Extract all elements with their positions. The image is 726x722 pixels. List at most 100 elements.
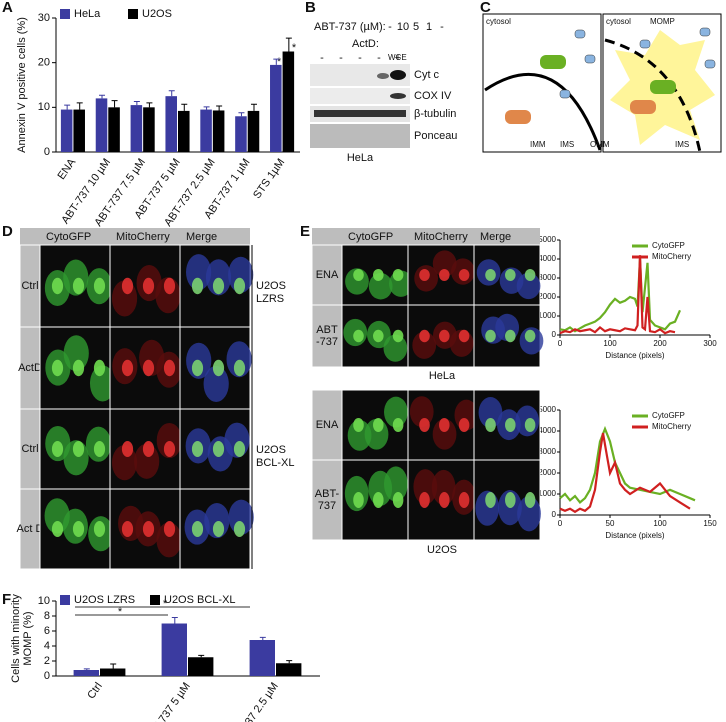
panel-letter: B bbox=[305, 0, 316, 16]
bar bbox=[276, 663, 302, 676]
y-tick-label: 0 bbox=[552, 510, 557, 519]
nucleus bbox=[93, 521, 106, 537]
nucleus bbox=[72, 277, 85, 295]
error-bar bbox=[286, 660, 293, 664]
y-axis-label: Annexin V positive cells (%) bbox=[16, 17, 28, 153]
protein bbox=[540, 55, 566, 69]
blot-row bbox=[310, 88, 410, 104]
y-tick-label: 0 bbox=[552, 330, 557, 339]
error-bar bbox=[83, 668, 90, 670]
cell bbox=[478, 397, 503, 428]
legend-label: CytoGFP bbox=[652, 411, 685, 420]
y-axis-label: MOMP (%) bbox=[22, 611, 34, 665]
error-bar bbox=[133, 101, 140, 106]
nucleus bbox=[353, 269, 364, 281]
nucleus bbox=[353, 418, 364, 432]
x-tick-label: 50 bbox=[606, 519, 615, 528]
nucleus bbox=[419, 492, 430, 508]
bar bbox=[73, 670, 99, 676]
lane-label: 1 bbox=[426, 21, 432, 33]
y-tick-label: 3000 bbox=[538, 447, 556, 456]
error-bar bbox=[168, 90, 175, 97]
cell bbox=[413, 469, 438, 505]
band bbox=[314, 110, 406, 117]
row-label: ActD bbox=[18, 362, 42, 374]
y-tick-label: 5000 bbox=[538, 405, 556, 414]
panel-letter: E bbox=[300, 223, 310, 240]
nucleus bbox=[212, 359, 225, 377]
nucleus bbox=[458, 492, 470, 508]
bar bbox=[161, 623, 187, 676]
y-tick-label: 4000 bbox=[538, 426, 556, 435]
cyt-c bbox=[584, 54, 596, 64]
nucleus bbox=[233, 521, 246, 537]
nucleus bbox=[72, 359, 85, 377]
nucleus bbox=[121, 441, 134, 457]
nucleus bbox=[72, 441, 85, 457]
nucleus bbox=[191, 359, 204, 377]
y-tick-label: 4 bbox=[44, 640, 50, 652]
error-bar bbox=[64, 104, 71, 110]
column-header: MitoCherry bbox=[414, 231, 468, 243]
protein bbox=[650, 80, 676, 94]
x-tick-label: 150 bbox=[703, 519, 717, 528]
nucleus bbox=[439, 269, 450, 281]
cell bbox=[432, 418, 457, 450]
bar bbox=[73, 109, 85, 152]
nucleus bbox=[439, 329, 450, 343]
bar bbox=[95, 98, 108, 152]
nucleus bbox=[142, 277, 155, 295]
row-label: ABT- bbox=[315, 488, 340, 500]
cell bbox=[203, 365, 229, 402]
bar bbox=[235, 116, 247, 152]
line bbox=[559, 432, 691, 514]
row-label: -737 bbox=[316, 336, 338, 348]
cell bbox=[186, 254, 212, 291]
y-tick-label: 2000 bbox=[538, 292, 556, 301]
row-label: Ctrl bbox=[21, 443, 38, 455]
nucleus bbox=[191, 521, 204, 537]
cell bbox=[156, 422, 182, 459]
nucleus bbox=[51, 441, 64, 457]
legend-swatch bbox=[150, 595, 160, 605]
nucleus bbox=[93, 277, 106, 295]
nucleus bbox=[505, 329, 516, 343]
line bbox=[559, 258, 682, 333]
y-tick-label: 8 bbox=[44, 610, 50, 622]
y-tick-label: 10 bbox=[38, 595, 50, 607]
nucleus bbox=[142, 441, 155, 457]
panel-letter: F bbox=[2, 591, 11, 608]
row-label: 737 bbox=[318, 500, 336, 512]
diagram-label: IMM bbox=[530, 140, 546, 149]
bar bbox=[282, 51, 295, 152]
cell bbox=[431, 469, 456, 506]
lane-label: + bbox=[395, 52, 401, 64]
cell bbox=[63, 335, 89, 372]
diagram-label: IMS bbox=[560, 140, 574, 149]
error-bar bbox=[111, 100, 118, 108]
nucleus bbox=[373, 329, 384, 343]
column-header: Merge bbox=[186, 231, 217, 243]
header-bar bbox=[312, 228, 540, 245]
y-tick-label: 1000 bbox=[538, 489, 556, 498]
y-tick-label: 10 bbox=[38, 101, 50, 113]
y-tick-label: 0 bbox=[44, 670, 50, 682]
nucleus bbox=[353, 329, 364, 343]
y-tick-label: 5000 bbox=[538, 235, 556, 244]
panel-letter: A bbox=[2, 0, 13, 16]
nucleus bbox=[121, 277, 134, 295]
error-bar bbox=[99, 94, 106, 99]
lane-label: - bbox=[320, 52, 324, 64]
nucleus bbox=[485, 492, 496, 508]
blot-row bbox=[310, 64, 410, 86]
legend-label: U2OS BCL-XL bbox=[164, 594, 236, 606]
layout: A B C D E F ABT-737 (µM): ActD: WCE Cyt … bbox=[2, 0, 722, 618]
group-label: LZRS bbox=[256, 293, 284, 305]
legend-swatch bbox=[60, 9, 70, 19]
bar bbox=[200, 109, 212, 152]
nucleus bbox=[439, 418, 450, 432]
header-bar bbox=[20, 228, 250, 245]
nucleus bbox=[72, 521, 85, 537]
group-label: BCL-XL bbox=[256, 457, 295, 469]
